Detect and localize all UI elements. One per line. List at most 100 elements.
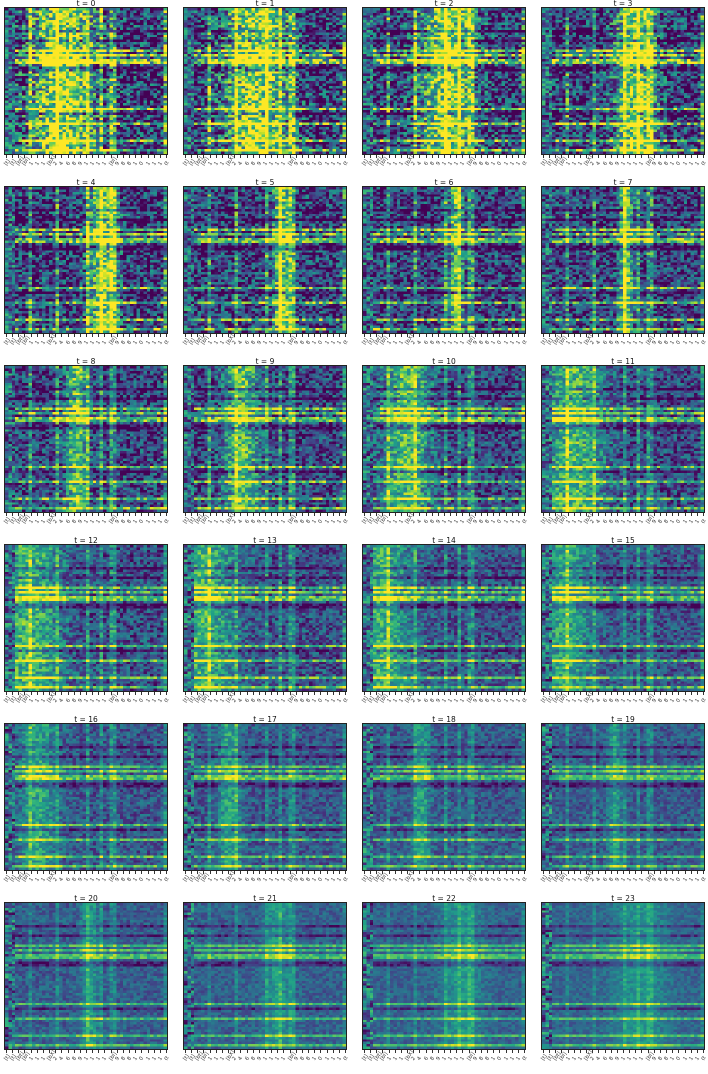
x-tick — [147, 1050, 149, 1053]
panel-title: t = 16 — [74, 715, 98, 724]
x-tick — [104, 1050, 106, 1053]
x-tick-label: (t — [700, 1055, 708, 1062]
x-tick — [289, 334, 291, 337]
heatmap-cells — [541, 365, 705, 513]
x-tick — [579, 513, 581, 516]
x-axis-ticks: [t] [t] [bt] [bl] 1 1 1 [bX] 2 4 6 8 9 1 1 1 1 [bl] 9 8 8 1 0 1… — [3, 1049, 170, 1074]
heatmap-cells — [541, 186, 705, 334]
x-tick — [678, 871, 680, 874]
x-tick — [135, 334, 137, 337]
x-tick — [55, 692, 57, 695]
x-tick — [586, 692, 588, 695]
x-tick — [431, 871, 433, 874]
x-tick — [647, 871, 649, 874]
x-tick — [141, 155, 143, 158]
x-tick — [295, 871, 297, 874]
x-tick — [480, 334, 482, 337]
x-tick — [524, 692, 525, 695]
x-tick — [258, 513, 260, 516]
x-tick — [36, 155, 38, 158]
x-tick — [166, 871, 167, 874]
x-axis-ticks: [t] [t] [bt] [bl] 1 1 1 [bX] 2 4 6 8 9 1 1 1 1 [bl] 9 8 8 1 0 1… — [3, 512, 170, 537]
x-tick-label: (t — [342, 876, 350, 883]
x-tick — [332, 155, 334, 158]
x-tick — [55, 155, 57, 158]
x-tick — [36, 1050, 38, 1053]
x-tick — [672, 513, 674, 516]
x-tick — [703, 871, 704, 874]
x-tick — [400, 155, 402, 158]
x-tick — [320, 155, 322, 158]
x-tick — [431, 334, 433, 337]
x-tick — [104, 155, 106, 158]
x-tick — [437, 334, 439, 337]
x-tick — [141, 871, 143, 874]
panel-title: t = 22 — [432, 894, 456, 903]
x-tick — [672, 871, 674, 874]
x-tick — [345, 334, 346, 337]
x-tick — [543, 334, 544, 337]
x-tick — [493, 155, 495, 158]
x-tick — [561, 155, 563, 158]
x-tick — [246, 513, 248, 516]
x-tick — [672, 692, 674, 695]
x-tick — [703, 1050, 704, 1053]
x-tick — [641, 1050, 643, 1053]
x-tick — [370, 155, 372, 158]
x-tick — [271, 155, 273, 158]
x-tick — [696, 513, 698, 516]
x-tick — [326, 155, 328, 158]
x-tick — [659, 513, 661, 516]
x-tick — [666, 513, 668, 516]
x-axis-ticks: [t] [t] [bt] [bl] 1 1 1 [bX] 2 4 6 8 9 1 1 1 1 [bl] 9 8 8 1 0 1… — [182, 154, 349, 179]
x-tick — [209, 871, 211, 874]
x-tick — [555, 871, 557, 874]
x-tick — [18, 871, 20, 874]
heatmap-cells — [362, 544, 526, 692]
x-tick — [684, 513, 686, 516]
x-tick — [517, 513, 519, 516]
x-tick — [234, 155, 236, 158]
panel-title: t = 19 — [611, 715, 635, 724]
x-tick — [579, 1050, 581, 1053]
x-tick — [499, 1050, 501, 1053]
x-tick — [364, 334, 365, 337]
x-axis-ticks: [t] [t] [bt] [bl] 1 1 1 [bX] 2 4 6 8 9 1 1 1 1 [bl] 9 8 8 1 0 1… — [3, 870, 170, 895]
x-tick — [394, 692, 396, 695]
x-tick — [197, 1050, 199, 1053]
x-tick — [277, 155, 279, 158]
x-tick — [635, 155, 637, 158]
x-tick — [215, 1050, 217, 1053]
x-tick — [55, 871, 57, 874]
x-tick — [166, 692, 167, 695]
x-tick — [474, 871, 476, 874]
x-tick — [450, 155, 452, 158]
x-tick — [425, 1050, 427, 1053]
x-tick — [147, 513, 149, 516]
x-tick — [79, 513, 81, 516]
x-tick — [98, 871, 100, 874]
x-tick-label: (t — [700, 339, 708, 346]
x-tick — [185, 155, 186, 158]
x-tick — [147, 692, 149, 695]
x-tick — [462, 155, 464, 158]
x-tick — [258, 871, 260, 874]
x-tick — [283, 1050, 285, 1053]
x-tick — [474, 1050, 476, 1053]
x-tick — [684, 334, 686, 337]
x-tick — [221, 334, 223, 337]
x-tick — [696, 1050, 698, 1053]
x-tick — [480, 155, 482, 158]
x-tick — [122, 155, 124, 158]
x-tick — [456, 513, 458, 516]
x-tick — [314, 155, 316, 158]
x-tick — [345, 1050, 346, 1053]
heatmap-panel: t = 22 [t] [t] [bt] [bl] 1 1 1 [bX] 2 4 6 8 9 1 1 1 1 [bl]… — [361, 894, 528, 1074]
x-tick — [153, 334, 155, 337]
x-tick — [338, 334, 340, 337]
heatmap-panel: t = 2 [t] [t] [bt] [bl] 1 1 1 [bX] 2 4 6 8 9 1 1 1 1 [bl] 9… — [361, 0, 528, 179]
x-tick — [79, 334, 81, 337]
x-tick — [166, 1050, 167, 1053]
x-tick — [468, 334, 470, 337]
